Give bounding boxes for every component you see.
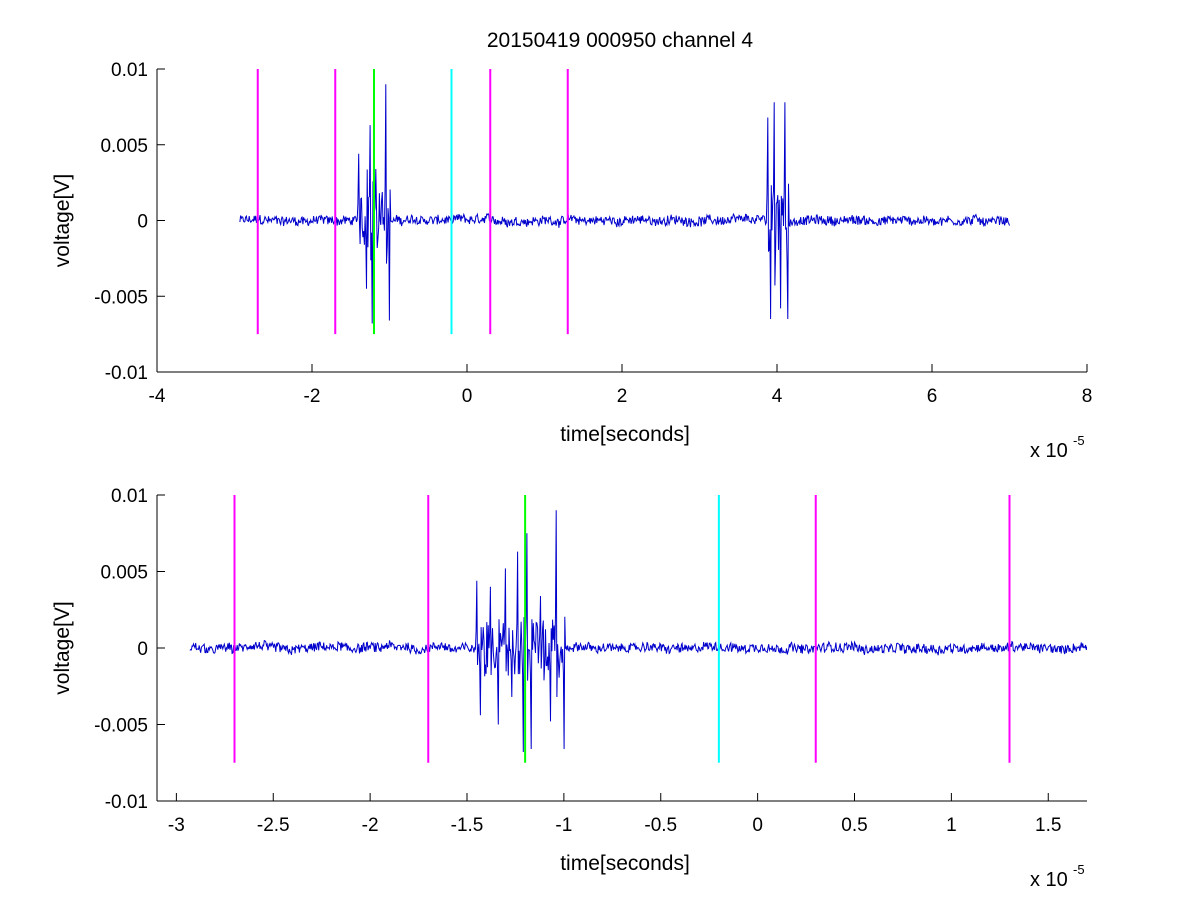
y-axis-label: voltage[V]: [51, 174, 74, 267]
x-tick-label: -2.5: [257, 815, 290, 836]
x-tick-label: -3: [168, 815, 185, 836]
y-tick-label: 0: [137, 212, 148, 233]
x-exponent-label: x 10: [1030, 440, 1068, 462]
x-tick-label: 1.5: [1035, 815, 1061, 836]
y-tick-label: -0.01: [105, 792, 148, 813]
x-tick-label: 0: [462, 386, 473, 407]
signal-trace: [239, 84, 1010, 324]
x-tick-label: -2: [304, 386, 321, 407]
axes-top: -0.01 -0.005 0 0.005 0.01 -4 -2 0 2 4 6 8 time[secon…: [51, 60, 1092, 462]
y-tick-label: -0.01: [105, 363, 148, 384]
x-tick-label: 0: [752, 815, 763, 836]
figure-title: 20150419 000950 channel 4: [487, 29, 754, 52]
x-tick-label: -2: [362, 815, 379, 836]
x-axis-label: time[seconds]: [560, 852, 690, 875]
x-tick-label: 4: [772, 386, 783, 407]
x-exponent-power: -5: [1073, 862, 1085, 877]
x-tick-label: 6: [927, 386, 938, 407]
x-tick-label: 1: [946, 815, 957, 836]
x-axis-label: time[seconds]: [560, 423, 690, 446]
x-tick-label: 0.5: [841, 815, 867, 836]
y-tick-label: 0.005: [100, 563, 148, 584]
x-tick-label: -1.5: [451, 815, 484, 836]
y-tick-label: 0.01: [111, 60, 148, 81]
axes-bottom: -0.01 -0.005 0 0.005 0.01 -3 -2.5 -2 -1.5 -1 -0.5 0…: [51, 486, 1087, 891]
x-tick-label: 2: [617, 386, 628, 407]
x-tick-label: -4: [149, 386, 166, 407]
x-exponent-label: x 10: [1030, 869, 1068, 891]
y-tick-label: 0.01: [111, 486, 148, 507]
y-tick-label: -0.005: [94, 287, 148, 308]
x-tick-label: 8: [1082, 386, 1093, 407]
signal-trace: [189, 510, 1087, 753]
y-tick-label: 0.005: [100, 136, 148, 157]
y-axis-label: voltage[V]: [51, 601, 74, 694]
y-tick-label: -0.005: [94, 716, 148, 737]
x-tick-label: -1: [555, 815, 572, 836]
y-tick-label: 0: [137, 639, 148, 660]
x-exponent-power: -5: [1073, 433, 1085, 448]
x-tick-label: -0.5: [644, 815, 677, 836]
